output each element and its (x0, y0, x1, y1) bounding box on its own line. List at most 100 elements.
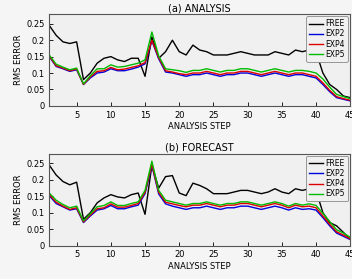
EXP4 (129, 204, 133, 207)
EXP4 (321, 81, 325, 85)
EXP5 (75, 66, 79, 70)
Line: FREE: FREE (49, 25, 350, 98)
EXP2 (252, 206, 257, 210)
EXP4 (211, 71, 215, 75)
FREE (184, 194, 188, 197)
EXP5 (170, 68, 175, 71)
EXP2 (300, 208, 304, 211)
FREE (321, 71, 325, 75)
EXP2 (307, 74, 311, 78)
EXP2 (211, 206, 215, 210)
EXP4 (328, 223, 332, 226)
EXP5 (334, 228, 339, 232)
EXP2 (328, 224, 332, 227)
EXP5 (129, 202, 133, 205)
EXP4 (348, 237, 352, 240)
EXP4 (68, 69, 72, 73)
EXP5 (184, 71, 188, 74)
EXP5 (75, 205, 79, 208)
FREE (321, 211, 325, 214)
EXP5 (273, 67, 277, 70)
FREE (300, 50, 304, 53)
EXP2 (109, 67, 113, 70)
Line: EXP5: EXP5 (49, 32, 350, 98)
FREE (232, 190, 236, 194)
FREE (157, 186, 161, 190)
FREE (109, 193, 113, 196)
EXP5 (287, 70, 291, 74)
EXP2 (88, 214, 93, 218)
EXP4 (314, 74, 318, 78)
EXP2 (266, 73, 270, 76)
Line: EXP2: EXP2 (49, 166, 350, 240)
FREE (81, 218, 86, 221)
EXP2 (273, 205, 277, 208)
FREE (328, 83, 332, 86)
EXP2 (211, 73, 215, 76)
EXP2 (157, 192, 161, 196)
EXP4 (47, 54, 51, 58)
EXP4 (307, 205, 311, 208)
FREE (150, 163, 154, 167)
FREE (191, 182, 195, 185)
EXP4 (102, 69, 106, 73)
EXP2 (163, 70, 168, 74)
EXP5 (81, 82, 86, 86)
EXP2 (225, 206, 229, 210)
FREE (273, 187, 277, 190)
FREE (348, 96, 352, 99)
Y-axis label: RMS ERROR: RMS ERROR (14, 35, 23, 85)
EXP2 (294, 73, 298, 76)
EXP5 (314, 71, 318, 75)
EXP2 (95, 71, 99, 75)
FREE (61, 180, 65, 183)
EXP5 (211, 69, 215, 72)
EXP4 (61, 205, 65, 208)
EXP5 (225, 202, 229, 205)
EXP4 (205, 70, 209, 73)
EXP2 (334, 96, 339, 99)
EXP5 (177, 202, 181, 205)
EXP2 (81, 83, 86, 86)
EXP2 (122, 69, 127, 73)
EXP2 (259, 208, 263, 211)
FREE (211, 53, 215, 57)
EXP5 (307, 202, 311, 206)
FREE (232, 52, 236, 55)
EXP5 (321, 212, 325, 215)
EXP4 (287, 206, 291, 210)
FREE (68, 183, 72, 186)
EXP2 (294, 206, 298, 210)
EXP4 (259, 205, 263, 208)
FREE (294, 187, 298, 190)
EXP2 (184, 74, 188, 78)
FREE (252, 53, 257, 57)
EXP4 (163, 69, 168, 73)
EXP5 (300, 203, 304, 207)
EXP5 (259, 70, 263, 74)
EXP5 (259, 203, 263, 207)
EXP4 (136, 202, 140, 205)
EXP5 (102, 67, 106, 70)
Line: EXP2: EXP2 (49, 41, 350, 101)
EXP4 (218, 73, 222, 76)
FREE (68, 42, 72, 45)
EXP4 (307, 73, 311, 76)
EXP5 (273, 200, 277, 204)
FREE (198, 48, 202, 52)
FREE (47, 24, 51, 27)
FREE (341, 94, 346, 98)
FREE (177, 50, 181, 53)
EXP2 (266, 206, 270, 210)
EXP2 (163, 202, 168, 206)
EXP2 (232, 73, 236, 76)
X-axis label: ANALYSIS STEP: ANALYSIS STEP (169, 122, 231, 131)
EXP5 (252, 69, 257, 72)
EXP5 (54, 62, 58, 66)
EXP2 (239, 71, 243, 75)
FREE (246, 52, 250, 55)
EXP2 (280, 206, 284, 210)
EXP5 (198, 69, 202, 72)
EXP4 (115, 205, 120, 209)
FREE (191, 44, 195, 47)
